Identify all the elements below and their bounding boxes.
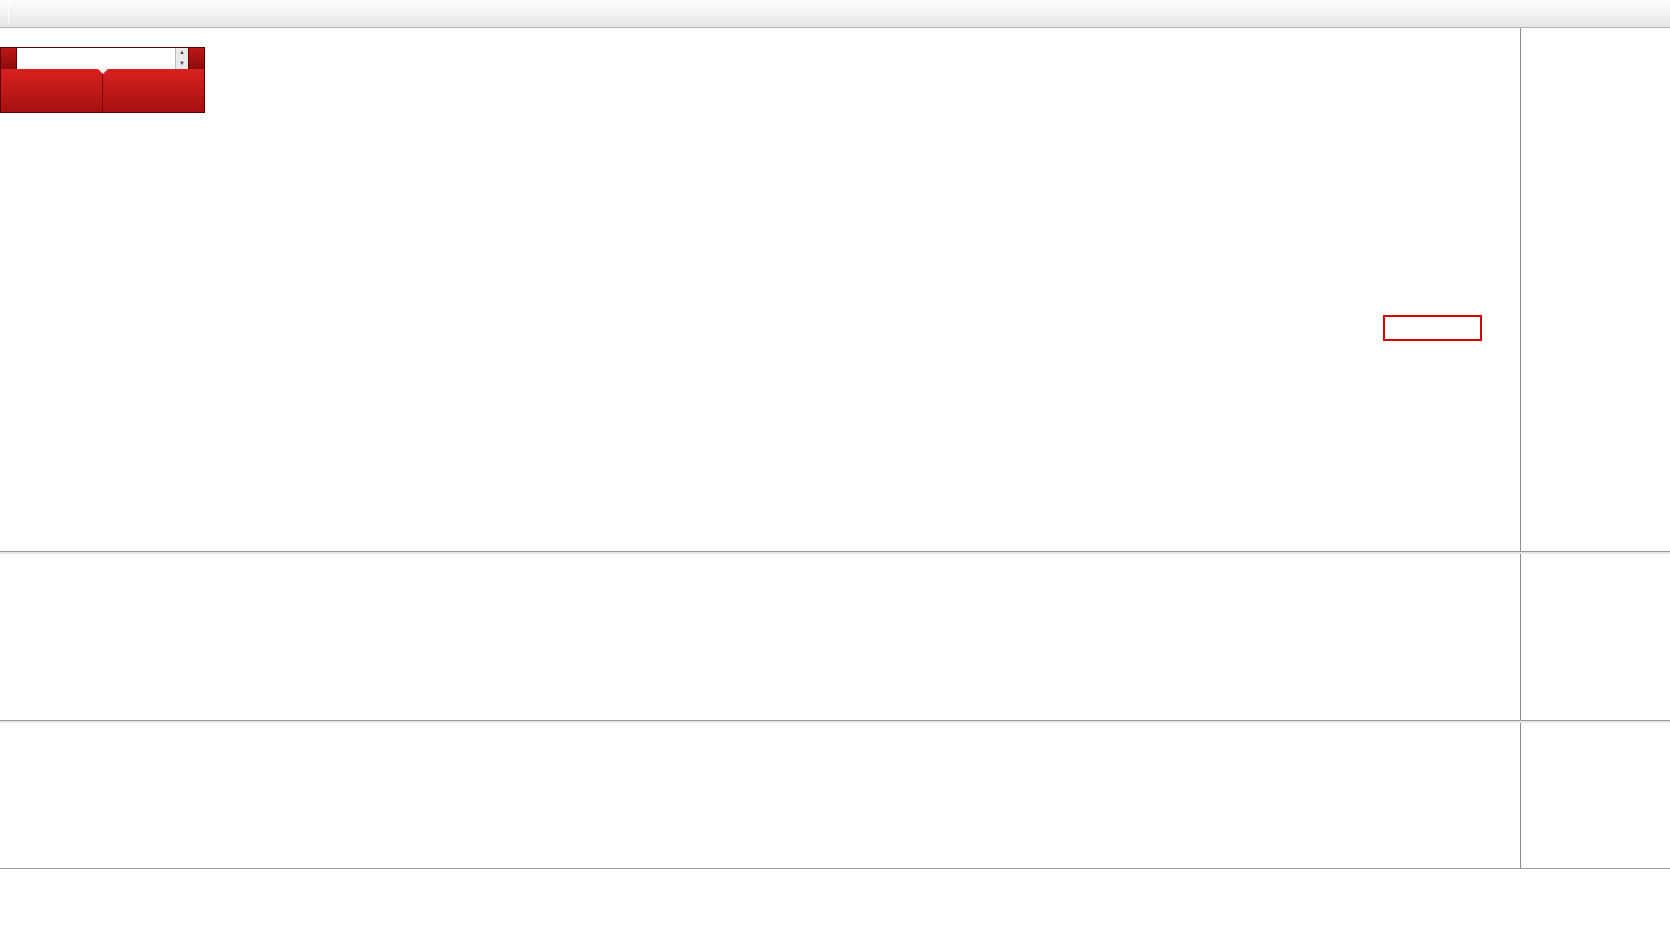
volume-box: ▲ ▼ (16, 48, 189, 69)
price-annotation-box[interactable] (1383, 315, 1482, 341)
sell-button[interactable] (1, 48, 16, 69)
price-divider (102, 69, 103, 112)
buy-button[interactable] (189, 48, 204, 69)
macd-panel-splitter[interactable] (0, 551, 1670, 554)
one-click-trading-panel: ▲ ▼ (0, 47, 205, 113)
main-toolbar (0, 0, 1670, 28)
main-chart-canvas[interactable] (0, 28, 1520, 551)
rsi-panel-splitter[interactable] (0, 720, 1670, 723)
price-axis[interactable] (1520, 28, 1670, 551)
chart-window: ▲ ▼ (0, 28, 1670, 952)
time-axis[interactable] (0, 868, 1670, 892)
volume-spinner: ▲ ▼ (175, 48, 188, 69)
price-axis-border (1520, 28, 1521, 868)
macd-axis[interactable] (1520, 554, 1670, 720)
volume-decrease-button[interactable]: ▼ (176, 58, 188, 69)
sell-price-button[interactable] (1, 69, 102, 112)
volume-increase-button[interactable]: ▲ (176, 48, 188, 59)
spread-notch (97, 69, 108, 74)
macd-header (5, 558, 9, 570)
rsi-panel-canvas[interactable] (0, 723, 1520, 868)
volume-input[interactable] (17, 48, 175, 69)
toolbar-separator (8, 4, 9, 23)
macd-panel-canvas[interactable] (0, 554, 1520, 720)
rsi-header (5, 727, 9, 739)
rsi-axis[interactable] (1520, 723, 1670, 868)
buy-price-button[interactable] (103, 69, 204, 112)
